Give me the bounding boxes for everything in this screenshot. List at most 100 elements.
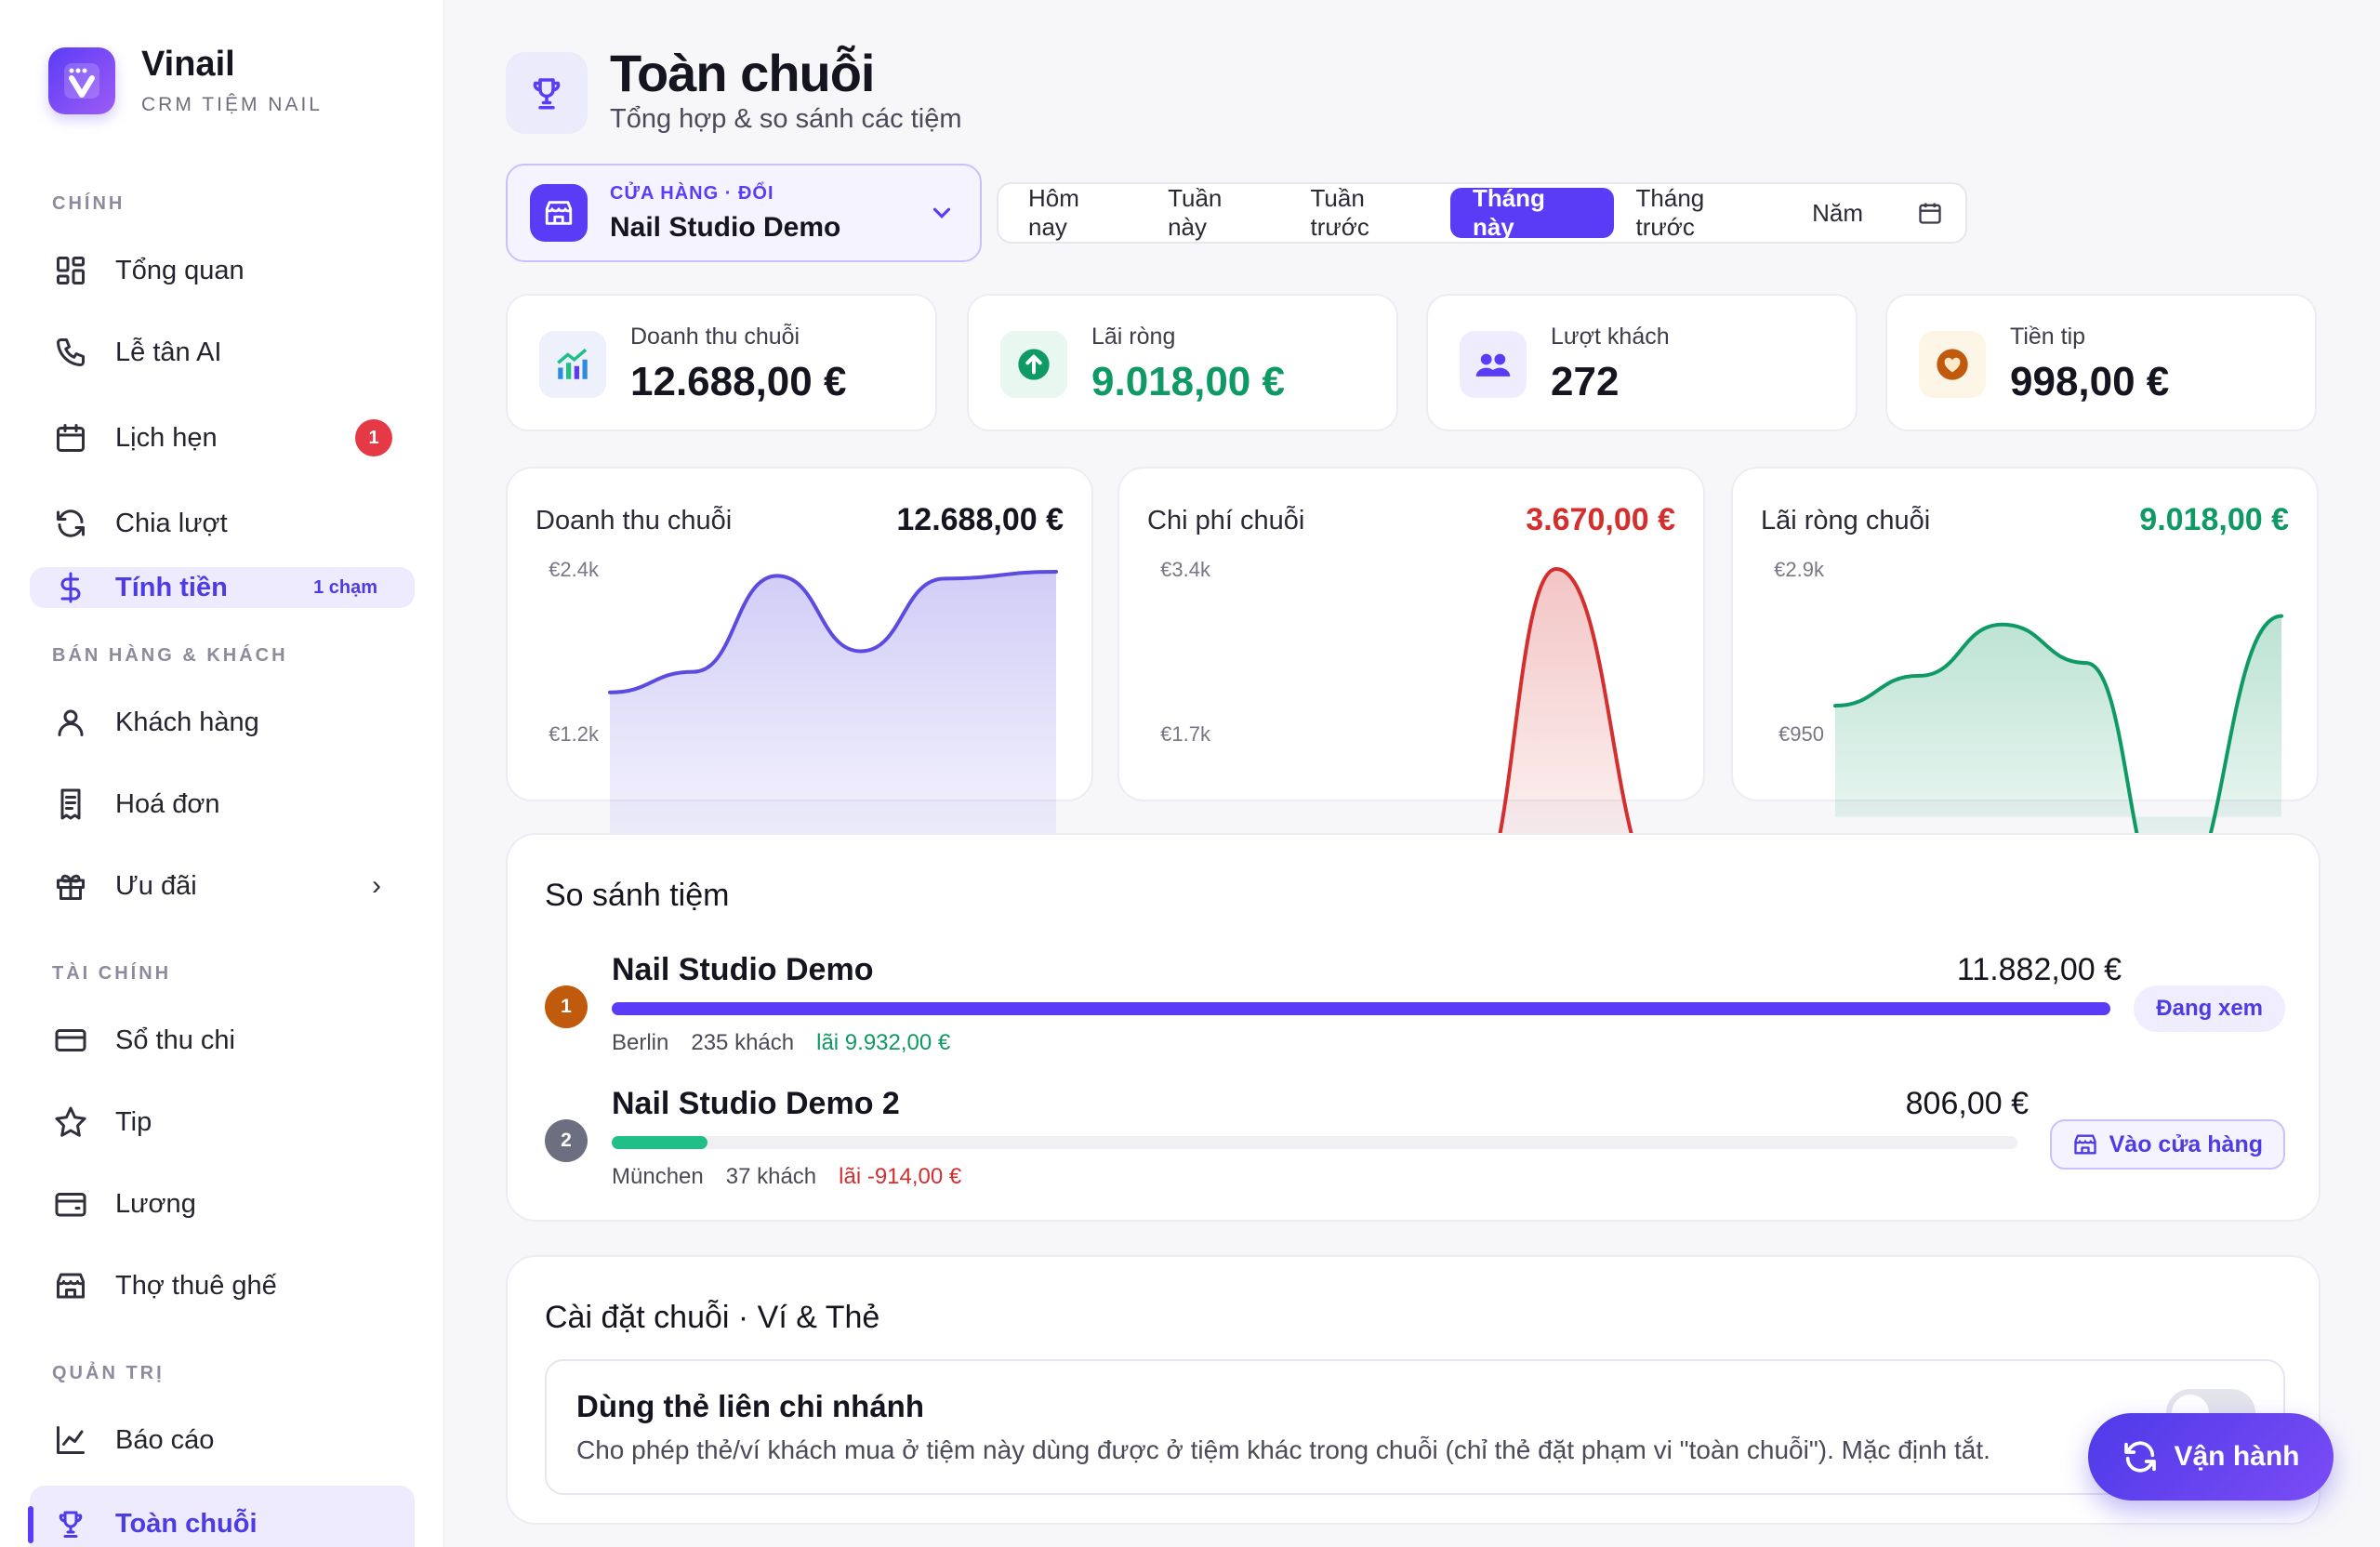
cost-chart-card: Chi phí chuỗi 3.670,00 € €3.4k€1.7k€001/… <box>1117 467 1705 932</box>
sidebar-item-appointments[interactable]: Lịch hẹn 1 <box>30 407 415 469</box>
arrow-up-circle-icon <box>1000 331 1067 398</box>
tab-this-month[interactable]: Tháng này <box>1449 184 1614 241</box>
sidebar-item-label: Khách hàng <box>115 707 259 737</box>
brand-subtitle: CRM TIỆM NAIL <box>141 94 323 115</box>
rank-badge: 1 <box>545 985 588 1028</box>
sidebar-item-label: Ưu đãi <box>115 870 197 901</box>
store-meta: Berlin 235 khách lãi 9.932,00 € <box>612 1030 950 1056</box>
kpi-tips-label: Tiền tip <box>2010 324 2086 350</box>
rank-badge: 2 <box>545 1119 588 1162</box>
setting-description: Cho phép thẻ/ví khách mua ở tiệm này dùn… <box>576 1435 1990 1464</box>
nav-section-main: CHÍNH <box>52 193 126 214</box>
sidebar-item-salary[interactable]: Lương <box>30 1173 415 1235</box>
rotate-icon <box>52 505 89 542</box>
revenue-chart: €2.4k€1.2k€001/0702/0703/0704/0706/07 <box>549 558 1081 932</box>
storefront-icon <box>530 184 588 242</box>
sidebar-item-label: Lịch hẹn <box>115 422 218 453</box>
setting-cross-branch-cards: Dùng thẻ liên chi nhánh Cho phép thẻ/ví … <box>545 1359 2285 1495</box>
chevron-right-icon: › <box>372 870 381 901</box>
sidebar-item-label: Sổ thu chi <box>115 1025 235 1055</box>
credit-card-icon <box>52 1022 89 1059</box>
tab-last-month[interactable]: Tháng trước <box>1635 184 1705 241</box>
operations-button[interactable]: Vận hành <box>2088 1413 2334 1501</box>
period-tabs: Hôm nay Tuần này Tuần trước Tháng này Th… <box>997 182 1967 244</box>
tab-this-week[interactable]: Tuần này <box>1168 184 1223 241</box>
kpi-tips-value: 998,00 € <box>2010 359 2170 404</box>
kpi-profit-label: Lãi ròng <box>1091 324 1176 350</box>
profit-chart: €2.9k€950€-95001/0702/0703/0704/0706/07 <box>1772 558 2307 932</box>
y-tick-label: €3.4k <box>1160 558 1211 581</box>
refresh-icon <box>2124 1441 2157 1473</box>
sidebar-item-turns[interactable]: Chia lượt <box>30 493 415 554</box>
kpi-tips-card: Tiền tip 998,00 € <box>1885 294 2317 431</box>
chart-title: Chi phí chuỗi <box>1147 506 1305 536</box>
chart-total: 3.670,00 € <box>1526 502 1675 537</box>
user-icon <box>52 704 89 741</box>
bar-chart-up-icon <box>539 331 606 398</box>
y-tick-label: €950 <box>1778 722 1824 746</box>
sidebar-item-label: Toàn chuỗi <box>115 1508 258 1539</box>
sidebar-item-chain[interactable]: Toàn chuỗi <box>28 1486 415 1547</box>
tab-today[interactable]: Hôm nay <box>1028 184 1079 241</box>
nav-section-admin: QUẢN TRỊ <box>52 1363 165 1383</box>
store-meta: München 37 khách lãi -914,00 € <box>612 1164 961 1190</box>
cost-chart: €3.4k€1.7k€001/0702/0703/0704/0706/07 <box>1160 558 1693 932</box>
compare-row: 2 Nail Studio Demo 2 806,00 € München 37… <box>545 1086 2285 1197</box>
dashboard-icon <box>52 252 89 289</box>
store-revenue: 11.882,00 € <box>1956 952 2122 987</box>
page-title: Toàn chuỗi <box>610 44 875 102</box>
tab-last-week[interactable]: Tuần trước <box>1310 184 1369 241</box>
sidebar-item-chair-rental[interactable]: Thợ thuê ghế <box>30 1255 415 1316</box>
sidebar-item-label: Tip <box>115 1106 152 1137</box>
chart-total: 9.018,00 € <box>2139 502 2289 537</box>
sidebar-item-checkout[interactable]: Tính tiền 1 chạm <box>30 567 415 608</box>
star-icon <box>52 1104 89 1141</box>
series-line <box>1833 614 2283 909</box>
store-selector-name: Nail Studio Demo <box>610 211 841 243</box>
kpi-revenue-value: 12.688,00 € <box>630 359 847 404</box>
sidebar-item-overview[interactable]: Tổng quan <box>30 240 415 301</box>
nav-section-sales: BÁN HÀNG & KHÁCH <box>52 645 288 666</box>
chevron-down-icon <box>928 199 956 231</box>
sidebar-item-label: Thợ thuê ghế <box>115 1270 277 1301</box>
y-tick-label: €2.9k <box>1774 558 1825 581</box>
calendar-icon[interactable] <box>1895 188 1965 238</box>
sidebar-item-reports[interactable]: Báo cáo <box>30 1409 415 1471</box>
sidebar-item-label: Lương <box>115 1188 196 1219</box>
sidebar-item-ai-reception[interactable]: Lễ tân AI <box>30 322 415 383</box>
revenue-bar-fill <box>612 1136 707 1149</box>
profit-chart-card: Lãi ròng chuỗi 9.018,00 € €2.9k€950€-950… <box>1731 467 2319 932</box>
appointments-count-badge: 1 <box>355 419 392 456</box>
sidebar-item-customers[interactable]: Khách hàng <box>30 692 415 753</box>
users-icon <box>1460 331 1527 398</box>
store-profit: lãi -914,00 € <box>839 1164 962 1189</box>
kpi-profit-value: 9.018,00 € <box>1091 359 1285 404</box>
store-visits: 235 khách <box>691 1030 795 1055</box>
chart-total: 12.688,00 € <box>896 502 1064 537</box>
trophy-icon <box>52 1505 89 1542</box>
series-area <box>1222 569 1668 898</box>
enter-store-button[interactable]: Vào cửa hàng <box>2049 1119 2285 1170</box>
kpi-profit-card: Lãi ròng 9.018,00 € <box>967 294 1398 431</box>
y-tick-label: €1.7k <box>1160 722 1211 746</box>
tab-year[interactable]: Năm <box>1812 198 1863 227</box>
sidebar-item-invoices[interactable]: Hoá đơn <box>30 774 415 835</box>
revenue-bar-track <box>612 1002 2110 1015</box>
sidebar-item-label: Tổng quan <box>115 255 245 285</box>
sidebar-item-cashbook[interactable]: Sổ thu chi <box>30 1010 415 1071</box>
gift-icon <box>52 867 89 905</box>
one-tap-tag: 1 chạm <box>313 576 377 598</box>
viewing-badge: Đang xem <box>2134 985 2285 1032</box>
kpi-visits-label: Lượt khách <box>1551 324 1670 350</box>
store-selector[interactable]: CỬA HÀNG · ĐỔI Nail Studio Demo <box>506 164 982 262</box>
chart-title: Lãi ròng chuỗi <box>1761 506 1931 536</box>
kpi-visits-value: 272 <box>1551 359 1620 404</box>
sidebar-item-tip[interactable]: Tip <box>30 1091 415 1153</box>
y-tick-label: €2.4k <box>549 558 600 581</box>
brand[interactable]: Vinail CRM TIỆM NAIL <box>48 45 323 116</box>
store-profit: lãi 9.932,00 € <box>816 1030 951 1055</box>
operations-button-label: Vận hành <box>2174 1441 2300 1472</box>
sidebar: Vinail CRM TIỆM NAIL CHÍNH Tổng quan Lễ … <box>0 0 444 1547</box>
revenue-bar-track <box>612 1136 2017 1149</box>
sidebar-item-promotions[interactable]: Ưu đãi › <box>30 855 415 917</box>
